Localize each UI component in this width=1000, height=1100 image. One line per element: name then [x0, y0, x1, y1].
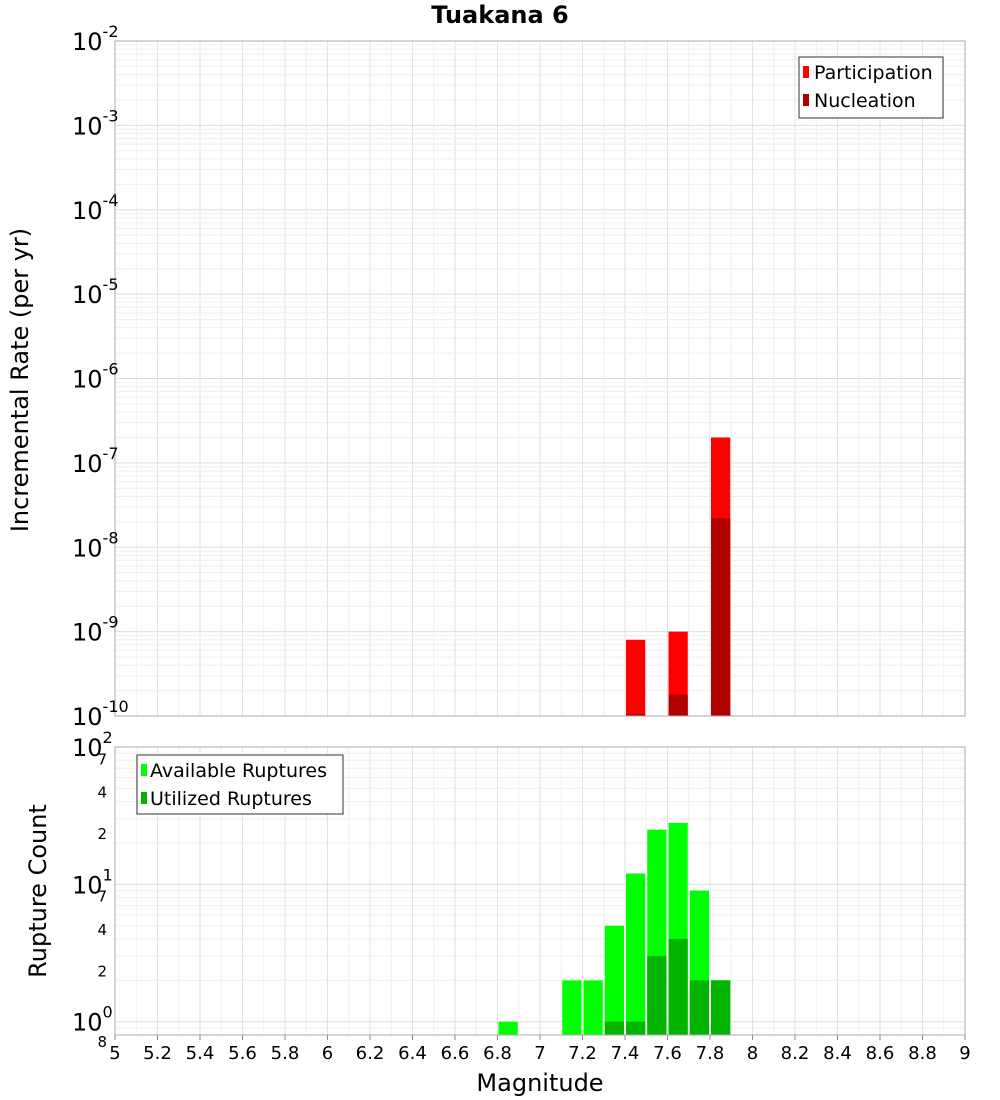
y-minor-tick-label: 2	[97, 825, 107, 843]
y-tick-label: 101	[72, 865, 113, 899]
chart-title: Tuakana 6	[431, 1, 569, 29]
x-tick-label: 6	[322, 1043, 333, 1064]
rate-legend: Participation Nucleation	[798, 56, 944, 119]
count-grid	[115, 747, 965, 1035]
x-tick-label: 7	[534, 1043, 545, 1064]
y-tick-label: 10-2	[72, 22, 119, 56]
count-y-axis-label: Rupture Count	[24, 804, 52, 978]
count-legend-box	[136, 754, 344, 815]
x-tick-label: 6.8	[483, 1043, 512, 1064]
utilized-ruptures-bar	[647, 956, 667, 1035]
magnitude-x-ticks: 5 5.2 5.4 5.6 5.8 6 6.2 6.4 6.6 6.8 7 7.2 7.4 7.6 7.8 8…	[109, 1035, 971, 1064]
utilized-ruptures-bar	[668, 939, 688, 1035]
rate-plot-frame	[114, 40, 966, 717]
rate-grid	[115, 41, 965, 716]
y-minor-tick-label: 4	[97, 784, 107, 802]
count-bars	[498, 822, 731, 1035]
x-tick-label: 5	[109, 1043, 120, 1064]
x-tick-label: 8.4	[823, 1043, 852, 1064]
x-tick-label: 5.6	[228, 1043, 257, 1064]
x-tick-label: 8.6	[866, 1043, 895, 1064]
x-tick-label: 7.2	[568, 1043, 597, 1064]
y-tick-label: 102	[72, 728, 113, 762]
utilized-ruptures-bar	[689, 980, 709, 1035]
x-tick-label: 6.6	[441, 1043, 470, 1064]
available-legend-swatch	[141, 764, 147, 776]
utilized-ruptures-bar	[711, 980, 731, 1035]
utilized-legend-swatch	[141, 792, 147, 804]
available-ruptures-bar	[604, 925, 624, 1035]
count-panel: 100 101 102 8 2 4 7 2 4 7 5 5.2 5.4 5.6 5.8 6 6.2 6.4 6.6…	[24, 728, 971, 1097]
y-tick-label: 10-3	[72, 106, 119, 140]
rate-panel: 10-10 10-9 10-8 10-7 10-6 10-5 10-4 10-3 10-2 In…	[6, 22, 966, 731]
y-minor-tick-label: 2	[97, 962, 107, 980]
y-tick-label: 10-8	[72, 528, 119, 562]
nucleation-legend-label: Nucleation	[814, 90, 916, 112]
participation-legend-swatch	[803, 66, 809, 78]
y-minor-tick-label: 7	[97, 750, 107, 768]
rate-legend-box	[798, 56, 944, 119]
participation-bar	[626, 639, 646, 716]
nucleation-bar	[626, 714, 646, 716]
utilized-legend-label: Utilized Ruptures	[150, 788, 312, 810]
x-axis-label: Magnitude	[476, 1069, 603, 1097]
available-ruptures-bar	[626, 873, 646, 1035]
available-legend-label: Available Ruptures	[150, 760, 327, 782]
utilized-ruptures-bar	[626, 1021, 646, 1035]
count-y-ticks: 100 101 102 8 2 4 7 2 4 7	[72, 728, 113, 1051]
y-minor-tick-label: 7	[97, 888, 107, 906]
y-minor-tick-label: 8	[97, 1033, 107, 1051]
x-tick-label: 5.4	[186, 1043, 215, 1064]
available-ruptures-bar	[583, 980, 603, 1035]
x-tick-label: 6.2	[356, 1043, 385, 1064]
x-tick-label: 8.8	[908, 1043, 937, 1064]
available-ruptures-bar	[562, 980, 582, 1035]
nucleation-bar	[711, 518, 731, 716]
y-tick-label: 10-7	[72, 444, 119, 478]
y-tick-label: 10-9	[72, 613, 119, 647]
x-tick-label: 5.2	[143, 1043, 172, 1064]
count-legend: Available Ruptures Utilized Ruptures	[136, 754, 344, 815]
nucleation-legend-swatch	[803, 94, 809, 106]
participation-legend-label: Participation	[814, 62, 933, 84]
available-ruptures-bar	[498, 1021, 518, 1035]
y-tick-label: 10-4	[72, 191, 119, 225]
x-tick-label: 8.2	[781, 1043, 810, 1064]
rate-bars	[626, 437, 731, 716]
rate-y-axis-label: Incremental Rate (per yr)	[6, 228, 34, 532]
nucleation-bar	[668, 694, 688, 716]
y-tick-label: 10-6	[72, 360, 119, 394]
x-tick-label: 7.4	[611, 1043, 640, 1064]
x-tick-label: 5.8	[271, 1043, 300, 1064]
x-tick-label: 9	[959, 1043, 970, 1064]
y-minor-tick-label: 4	[97, 921, 107, 939]
x-tick-label: 6.4	[398, 1043, 427, 1064]
utilized-ruptures-bar	[604, 1021, 624, 1035]
y-tick-label: 10-10	[72, 697, 129, 731]
x-tick-label: 8	[747, 1043, 758, 1064]
y-tick-label: 100	[72, 1003, 113, 1037]
x-tick-label: 7.6	[653, 1043, 682, 1064]
rate-y-ticks: 10-10 10-9 10-8 10-7 10-6 10-5 10-4 10-3 10-2	[72, 22, 129, 731]
x-tick-label: 7.8	[696, 1043, 725, 1064]
y-tick-label: 10-5	[72, 275, 119, 309]
